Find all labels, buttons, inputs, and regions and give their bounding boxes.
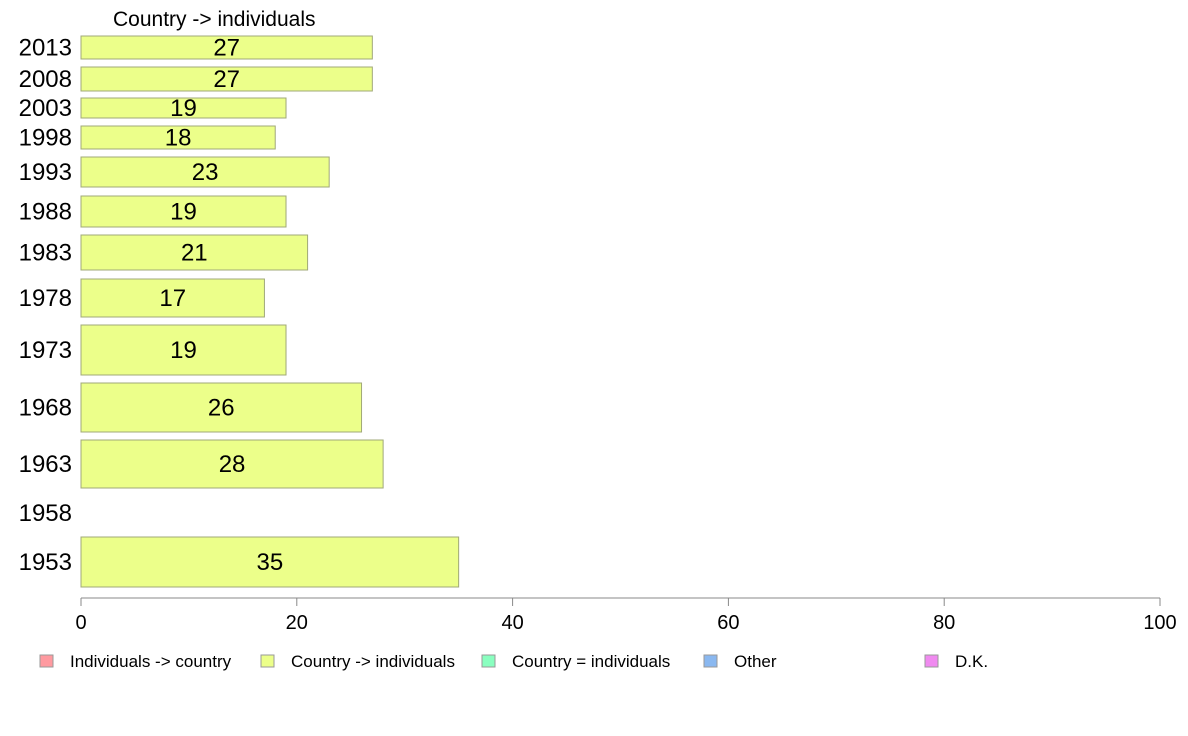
bar	[80, 278, 265, 318]
x-axis: 0 20 40 60 80 100	[75, 597, 1177, 634]
category-label: 2013	[19, 35, 72, 62]
bar	[80, 156, 330, 188]
bar	[80, 324, 287, 376]
bar	[80, 382, 363, 433]
category-label: 1963	[19, 451, 72, 478]
category-label: 1953	[19, 549, 72, 576]
legend: Individuals -> country Country -> individ…	[39, 652, 988, 671]
legend-swatch	[481, 654, 496, 668]
category-label: 1998	[19, 125, 72, 152]
bar-value-label: 35	[256, 549, 283, 576]
bar-value-label: 19	[170, 199, 197, 226]
category-label: 1988	[19, 199, 72, 226]
legend-label: D.K.	[955, 652, 988, 671]
bar	[80, 35, 373, 60]
series-title: Country -> individuals	[113, 8, 316, 31]
bar-value-label: 23	[192, 159, 219, 186]
x-tick-label: 40	[501, 612, 523, 634]
bar-value-label: 27	[213, 66, 240, 93]
category-label: 2008	[19, 66, 72, 93]
bar-value-label: 26	[208, 395, 235, 422]
bar	[80, 195, 287, 228]
bar	[80, 66, 373, 92]
bar-value-label: 17	[159, 285, 186, 312]
x-tick-label: 100	[1143, 612, 1176, 634]
bar-value-label: 19	[170, 95, 197, 122]
bar	[80, 536, 460, 588]
bar-value-label: 21	[181, 240, 208, 267]
legend-label: Individuals -> country	[70, 652, 232, 671]
category-label: 1968	[19, 395, 72, 422]
x-tick-label: 0	[75, 612, 86, 634]
legend-label: Country = individuals	[512, 652, 670, 671]
category-label: 1973	[19, 337, 72, 364]
bar-value-label: 27	[213, 35, 240, 62]
legend-swatch	[39, 654, 54, 668]
legend-label: Country -> individuals	[291, 652, 455, 671]
x-tick-label: 20	[286, 612, 308, 634]
category-label: 1978	[19, 285, 72, 312]
category-label: 2003	[19, 95, 72, 122]
bar-value-label: 19	[170, 337, 197, 364]
bar	[80, 125, 276, 150]
legend-swatch	[924, 654, 939, 668]
bar-value-label: 28	[219, 451, 246, 478]
legend-label: Other	[734, 652, 777, 671]
bar	[80, 97, 287, 119]
category-label: 1958	[19, 500, 72, 527]
legend-swatch	[260, 654, 275, 668]
bar	[80, 439, 384, 489]
x-tick-label: 60	[717, 612, 739, 634]
legend-swatch	[703, 654, 718, 668]
category-label: 1983	[19, 240, 72, 267]
bar-value-label: 18	[165, 125, 192, 152]
bar	[80, 234, 309, 271]
x-tick-label: 80	[933, 612, 955, 634]
category-label: 1993	[19, 159, 72, 186]
